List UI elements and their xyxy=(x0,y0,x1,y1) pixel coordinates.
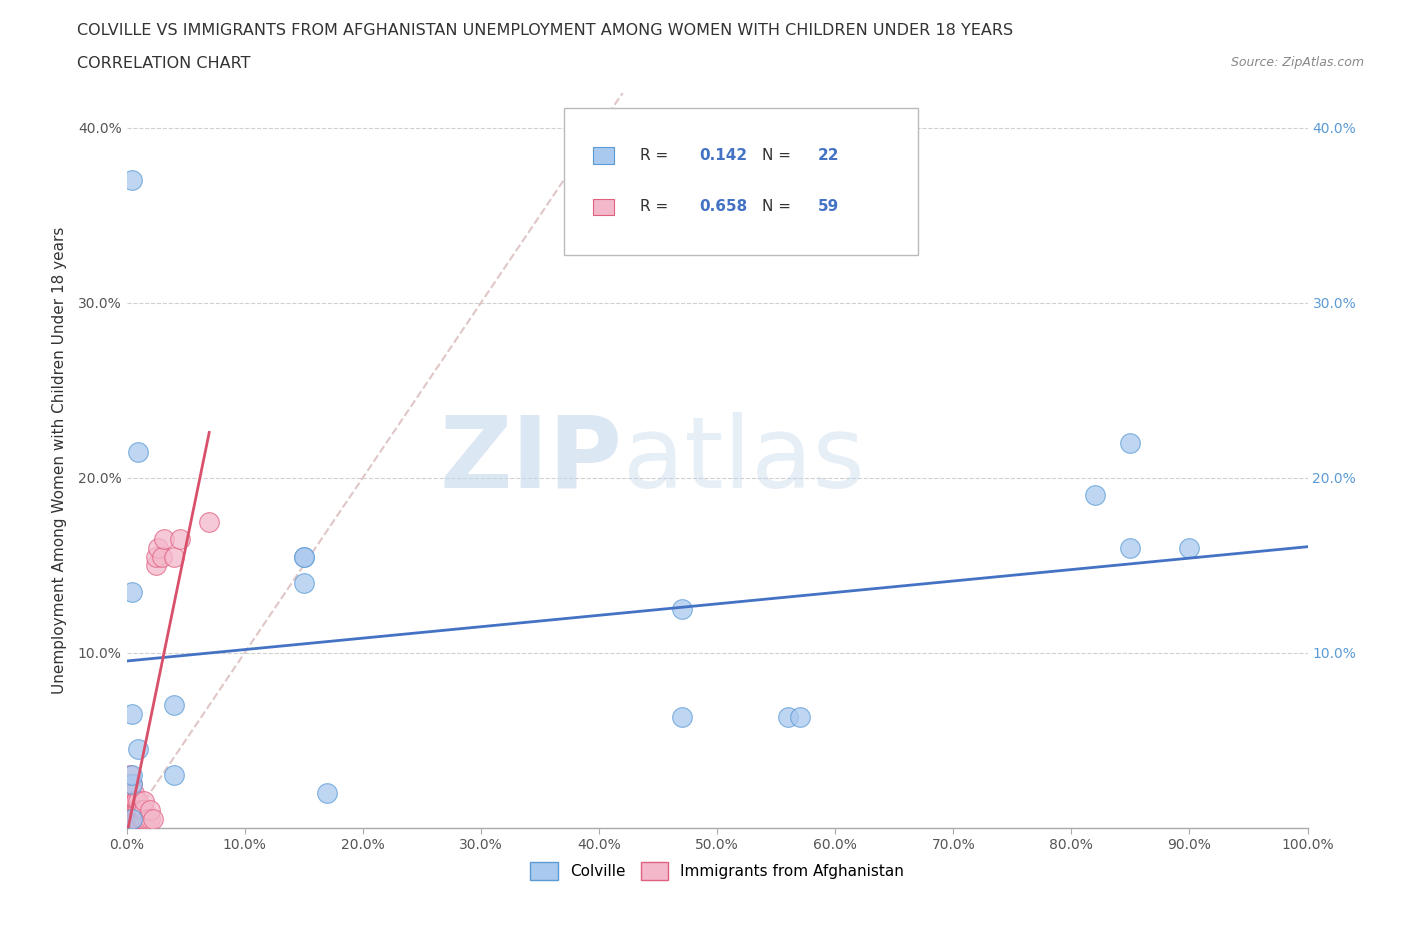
Text: CORRELATION CHART: CORRELATION CHART xyxy=(77,56,250,71)
Point xyxy=(127,794,149,809)
FancyBboxPatch shape xyxy=(593,199,614,215)
Point xyxy=(118,777,141,791)
Point xyxy=(120,777,142,791)
Point xyxy=(121,768,143,783)
Text: 0.142: 0.142 xyxy=(699,148,748,163)
Point xyxy=(141,812,163,827)
Point xyxy=(139,803,162,817)
Point xyxy=(120,794,142,809)
Point xyxy=(292,576,315,591)
Point xyxy=(120,812,142,827)
Point xyxy=(163,698,186,712)
Text: Source: ZipAtlas.com: Source: ZipAtlas.com xyxy=(1230,56,1364,69)
Text: 0.658: 0.658 xyxy=(699,199,748,215)
Point xyxy=(118,794,141,809)
Point xyxy=(139,812,162,827)
Point xyxy=(134,803,156,817)
Point xyxy=(122,812,145,827)
Point xyxy=(145,558,167,573)
Text: 22: 22 xyxy=(817,148,839,163)
Point xyxy=(121,803,143,817)
Point xyxy=(120,785,142,800)
Point xyxy=(145,549,167,564)
Point xyxy=(122,803,145,817)
Point xyxy=(135,812,157,827)
Point xyxy=(117,803,139,817)
Point xyxy=(671,602,693,617)
Point xyxy=(134,794,156,809)
Text: N =: N = xyxy=(762,199,796,215)
Point xyxy=(1119,540,1142,555)
Point xyxy=(129,812,152,827)
Point xyxy=(134,812,156,827)
Point xyxy=(148,540,170,555)
Point xyxy=(121,812,143,827)
Point xyxy=(124,812,146,827)
Point xyxy=(292,549,315,564)
Point xyxy=(124,803,146,817)
Point xyxy=(789,711,811,725)
Text: atlas: atlas xyxy=(623,412,865,509)
Point xyxy=(121,777,143,791)
Text: 59: 59 xyxy=(817,199,839,215)
Text: R =: R = xyxy=(640,148,673,163)
Point xyxy=(153,532,176,547)
Point xyxy=(120,785,142,800)
Point xyxy=(120,794,142,809)
Point xyxy=(169,532,191,547)
Point xyxy=(117,785,139,800)
Point xyxy=(292,549,315,564)
Point xyxy=(127,803,149,817)
Point xyxy=(117,794,139,809)
Point xyxy=(122,794,145,809)
Point xyxy=(120,768,142,783)
Point xyxy=(1178,540,1201,555)
Text: ZIP: ZIP xyxy=(440,412,623,509)
Point xyxy=(121,785,143,800)
Point xyxy=(125,803,148,817)
Point xyxy=(127,812,149,827)
Point xyxy=(125,794,148,809)
Point xyxy=(163,549,186,564)
Point xyxy=(316,785,339,800)
Point xyxy=(129,803,152,817)
Point xyxy=(121,794,143,809)
Point xyxy=(1084,488,1107,503)
Point xyxy=(776,711,799,725)
Point xyxy=(127,741,149,756)
Point xyxy=(127,812,149,827)
Point xyxy=(117,777,139,791)
Text: R =: R = xyxy=(640,199,673,215)
Point xyxy=(121,777,143,791)
Point xyxy=(198,514,221,529)
Point xyxy=(163,768,186,783)
Point xyxy=(118,785,141,800)
Point xyxy=(131,803,153,817)
Text: COLVILLE VS IMMIGRANTS FROM AFGHANISTAN UNEMPLOYMENT AMONG WOMEN WITH CHILDREN U: COLVILLE VS IMMIGRANTS FROM AFGHANISTAN … xyxy=(77,23,1014,38)
Point xyxy=(121,173,143,188)
Point xyxy=(121,584,143,599)
Point xyxy=(124,794,146,809)
Point xyxy=(120,803,142,817)
FancyBboxPatch shape xyxy=(564,108,918,255)
Point xyxy=(120,803,142,817)
FancyBboxPatch shape xyxy=(593,147,614,164)
Point xyxy=(131,812,153,827)
Point xyxy=(118,803,141,817)
Legend: Colville, Immigrants from Afghanistan: Colville, Immigrants from Afghanistan xyxy=(524,857,910,886)
Point xyxy=(671,711,693,725)
Point xyxy=(120,812,142,827)
Point xyxy=(125,812,148,827)
Y-axis label: Unemployment Among Women with Children Under 18 years: Unemployment Among Women with Children U… xyxy=(52,227,66,694)
Point xyxy=(1119,435,1142,450)
Point xyxy=(150,549,173,564)
Text: N =: N = xyxy=(762,148,796,163)
Point xyxy=(122,785,145,800)
Point xyxy=(127,803,149,817)
Point xyxy=(118,812,141,827)
Point xyxy=(121,812,143,827)
Point xyxy=(121,707,143,722)
Point xyxy=(127,445,149,459)
Point xyxy=(117,812,139,827)
